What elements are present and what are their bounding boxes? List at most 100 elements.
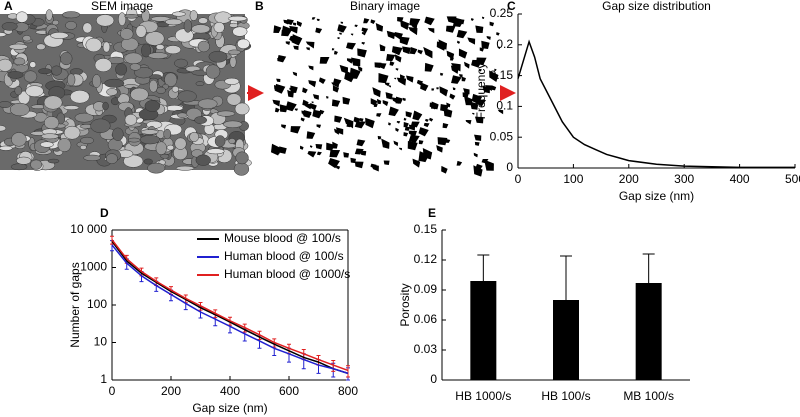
gap-blob (354, 24, 358, 28)
sem-cell (198, 17, 208, 24)
gap-blob (458, 48, 468, 59)
gap-blob (445, 25, 456, 33)
sem-cell (41, 133, 59, 140)
gap-blob (398, 147, 402, 151)
sem-cell (155, 44, 165, 50)
gap-blob (361, 42, 366, 45)
gap-blob (296, 20, 303, 27)
y-tick-label: 0.06 (414, 312, 438, 326)
gap-blob (382, 99, 389, 107)
y-tick-label: 0.1 (496, 99, 513, 113)
sem-cell (237, 38, 250, 49)
sem-cell (90, 118, 111, 133)
sem-cell (65, 21, 77, 30)
gap-blob (391, 46, 403, 56)
gap-blob (377, 135, 382, 140)
y-tick-label: 0.15 (490, 68, 514, 82)
gap-blob (497, 109, 504, 115)
gap-blob (370, 98, 378, 107)
sem-cell (63, 105, 80, 111)
gap-blob (402, 97, 406, 101)
sem-cell (8, 43, 28, 50)
gap-blob (357, 48, 367, 58)
gap-blob (456, 160, 463, 166)
gap-blob (306, 131, 316, 139)
x-axis-label: Gap size (nm) (619, 189, 694, 203)
sem-cell (69, 90, 90, 104)
gap-blob (489, 21, 495, 27)
sem-cell (130, 87, 149, 102)
gap-blob (429, 117, 434, 122)
sem-cell (175, 165, 195, 171)
gap-blob (279, 104, 288, 113)
gap-blob (408, 26, 418, 36)
sem-cell (94, 58, 112, 73)
x-tick-label: 800 (338, 384, 358, 398)
gap-blob (334, 128, 340, 135)
gap-blob (423, 46, 433, 59)
y-tick-label: 0.05 (490, 129, 514, 143)
gap-blob (481, 40, 490, 50)
gap-blob (407, 141, 418, 151)
sem-cell (83, 154, 101, 162)
gap-blob (276, 78, 281, 83)
gap-blob (276, 58, 280, 61)
gap-blob (388, 122, 392, 126)
sem-cell (118, 12, 127, 26)
gap-blob (332, 85, 340, 93)
x-tick-label: 500 (785, 172, 800, 186)
sem-cell (0, 145, 13, 151)
gap-blob (359, 118, 364, 122)
gap-blob (374, 62, 382, 69)
gap-blob (281, 124, 287, 129)
gap-blob (303, 109, 312, 118)
gap-blob (394, 77, 397, 80)
gap-blob (452, 87, 456, 91)
gap-blob (402, 46, 411, 55)
gap-blob (429, 102, 438, 110)
sem-cell (50, 32, 69, 39)
gap-blob (300, 117, 305, 122)
gap-blob (423, 122, 430, 128)
panel-label: D (100, 206, 109, 220)
gap-blob (329, 159, 332, 162)
sem-cell (106, 88, 118, 96)
gap-blob (335, 127, 344, 135)
gap-blob (436, 87, 439, 90)
sem-cell (191, 24, 211, 34)
sem-cell (43, 116, 60, 130)
x-tick-label: 200 (161, 384, 181, 398)
sem-cell (189, 131, 199, 142)
y-tick-label: 0 (430, 372, 437, 386)
sem-cell (14, 86, 23, 96)
gap-blob (333, 50, 338, 55)
sem-cell (174, 58, 188, 68)
sem-cell (107, 138, 123, 152)
gap-blob (315, 143, 323, 150)
gap-blob (394, 54, 402, 63)
sem-cell (163, 128, 172, 140)
sem-cell (150, 16, 171, 22)
sem-cell (208, 50, 228, 63)
sem-cell (38, 68, 52, 75)
gap-blob (376, 98, 382, 105)
gap-blob (357, 65, 363, 72)
gap-blob (294, 108, 299, 111)
gap-blob (286, 19, 294, 26)
gap-blob (417, 49, 423, 55)
panel-title: SEM image (91, 0, 153, 13)
gap-blob (489, 70, 499, 82)
y-tick-label: 0.12 (414, 252, 438, 266)
gap-blob (420, 82, 429, 92)
sem-cell (16, 156, 32, 165)
sem-cell (144, 100, 161, 112)
gap-blob (331, 99, 341, 107)
gap-blob (312, 94, 319, 100)
x-axis-label: Gap size (nm) (192, 401, 267, 415)
gap-blob (399, 74, 405, 81)
gap-blob (486, 35, 491, 41)
sem-cell (102, 41, 111, 53)
gap-blob (293, 45, 299, 51)
sem-image (0, 7, 252, 176)
sem-cell (226, 93, 242, 106)
